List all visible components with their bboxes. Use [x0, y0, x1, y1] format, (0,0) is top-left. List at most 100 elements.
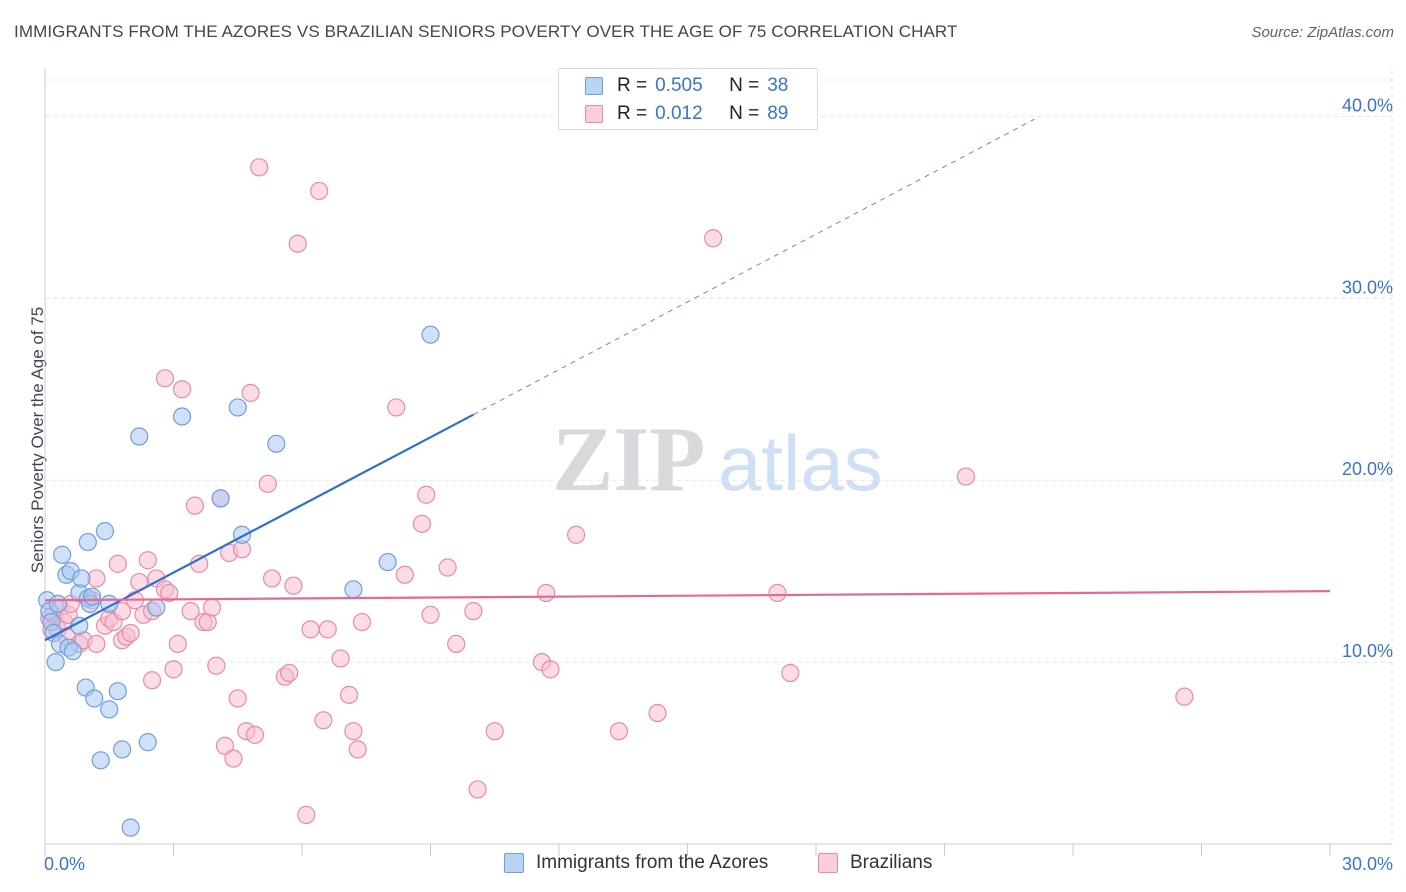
brazilians-point: [262, 569, 282, 588]
azores-point: [121, 818, 140, 837]
correlation-legend: R = 0.505 N = 38 R = 0.012 N = 89: [558, 68, 818, 130]
brazilians-point: [567, 525, 586, 544]
brazilians-point: [537, 583, 556, 603]
legend-r-value: 0.012: [655, 103, 703, 124]
legend-swatch-blue: [585, 77, 603, 95]
brazilians-point: [228, 689, 247, 708]
brazilians-point: [138, 551, 157, 570]
brazilians-point: [245, 725, 264, 744]
legend-n-label: N =: [729, 75, 760, 96]
azores-point: [228, 398, 247, 417]
brazilians-point: [331, 649, 350, 668]
brazilians-point: [352, 612, 372, 632]
brazilians-point: [447, 634, 466, 654]
legend-swatch-pink: [818, 853, 838, 873]
brazilians-point: [464, 602, 483, 621]
y-tick-label: 30.0%: [1342, 277, 1393, 297]
brazilians-point: [155, 369, 175, 388]
brazilians-point: [172, 380, 192, 399]
legend-n-value: 38: [767, 75, 789, 96]
y-tick-label: 20.0%: [1342, 459, 1393, 479]
brazilians-point: [421, 605, 440, 624]
legend-label-brazilians: Brazilians: [850, 852, 933, 873]
brazilians-point: [168, 634, 187, 654]
brazilians-point: [704, 229, 723, 248]
brazilians-point: [438, 558, 457, 577]
tick-labels: 10.0% 20.0% 30.0% 40.0% 0.0% 30.0%: [44, 95, 1393, 874]
azores-point: [91, 751, 110, 770]
brazilians-point: [181, 602, 200, 621]
y-tick-label: 40.0%: [1342, 95, 1393, 115]
brazilians-point: [387, 398, 406, 417]
legend-n-value: 89: [767, 103, 789, 124]
brazilians-point: [108, 554, 127, 573]
legend-r-value: 0.505: [655, 75, 703, 96]
brazilians-point: [258, 474, 277, 493]
brazilians-point: [164, 660, 183, 679]
azores-point: [267, 434, 286, 453]
brazilians-point: [395, 565, 414, 584]
azores-point: [147, 598, 166, 617]
axis-layer: [44, 68, 1392, 856]
brazilians-point: [541, 660, 560, 679]
azores-point: [78, 532, 97, 552]
brazilians-point: [185, 496, 205, 515]
brazilians-point: [250, 158, 269, 177]
brazilians-point: [284, 576, 303, 595]
brazilians-point: [485, 722, 504, 741]
trend-lines: [44, 118, 1331, 642]
azores-point: [63, 642, 82, 661]
azores-point: [211, 489, 230, 508]
azores-point: [344, 580, 363, 599]
brazilians-point: [241, 383, 260, 402]
azores-point: [100, 700, 119, 719]
azores-point: [95, 522, 115, 541]
legend-label-azores: Immigrants from the Azores: [536, 852, 769, 873]
azores-point: [421, 325, 440, 344]
brazilians-trend-line: [44, 590, 1331, 602]
brazilians-point: [297, 805, 316, 824]
legend-swatch-blue: [504, 853, 524, 873]
brazilians-point: [348, 740, 367, 759]
brazilians-point: [215, 736, 234, 755]
watermark-zip: ZIP: [552, 408, 705, 510]
brazilians-point: [314, 711, 333, 730]
watermark: ZIP atlas: [552, 408, 883, 510]
azores-point: [108, 682, 127, 701]
brazilians-point: [207, 656, 226, 675]
brazilians-point: [87, 634, 106, 654]
brazilians-point: [121, 623, 140, 643]
legend-r-label: R =: [617, 75, 648, 96]
x-tick-label: 0.0%: [44, 854, 85, 874]
azores-point: [83, 587, 102, 606]
brazilians-point: [301, 620, 320, 639]
watermark-atlas: atlas: [718, 419, 883, 507]
brazilians-point: [781, 663, 800, 683]
azores-point: [138, 733, 157, 752]
x-tick-label: 30.0%: [1342, 854, 1393, 874]
brazilians-point: [202, 598, 222, 617]
bottom-legend: Immigrants from the Azores Brazilians: [0, 852, 1406, 878]
brazilians-point: [310, 181, 329, 201]
bottom-legend-azores: Immigrants from the Azores: [504, 852, 768, 874]
azores-trend-line: [44, 413, 474, 642]
bottom-legend-brazilians: Brazilians: [818, 852, 932, 874]
brazilians-point: [280, 663, 299, 683]
brazilians-point: [344, 722, 363, 741]
azores-point: [172, 407, 192, 426]
legend-n-label: N =: [729, 103, 760, 124]
azores-point: [53, 545, 72, 564]
azores-point: [48, 594, 67, 613]
brazilians-point: [648, 703, 667, 723]
brazilians-point: [224, 749, 243, 768]
azores-trend-extension: [473, 118, 1035, 416]
azores-point: [46, 652, 65, 672]
brazilians-point: [288, 234, 307, 253]
azores-point: [378, 552, 397, 572]
azores-point: [85, 689, 104, 708]
azores-point: [112, 740, 132, 759]
brazilians-point: [160, 583, 179, 603]
brazilians-point: [768, 583, 787, 603]
y-tick-label: 10.0%: [1342, 641, 1393, 661]
